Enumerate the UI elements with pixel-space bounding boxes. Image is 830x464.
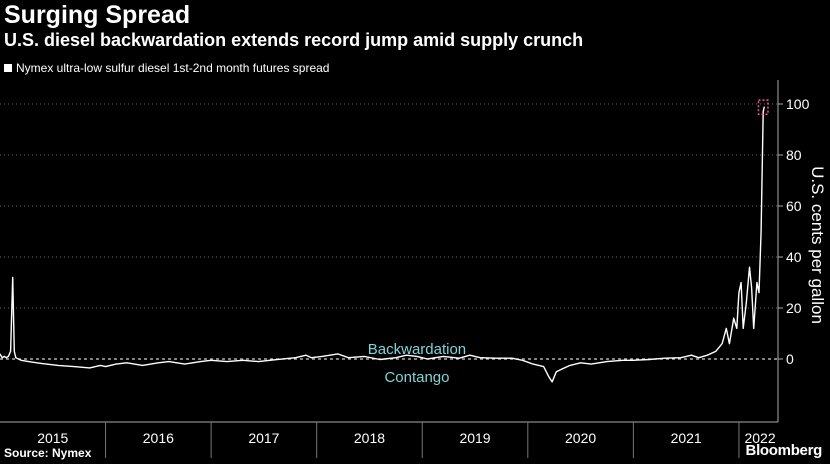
legend-label: Nymex ultra-low sulfur diesel 1st-2nd mo… (16, 61, 330, 75)
x-tick-label: 2022 (744, 430, 775, 446)
y-axis-label: U.S. cents per gallon (808, 166, 827, 324)
x-tick-label: 2015 (37, 430, 68, 446)
bloomberg-logo: Bloomberg (745, 442, 823, 459)
annotation-label: Backwardation (368, 341, 466, 358)
y-tick-label: 60 (786, 198, 802, 214)
year-separators (105, 422, 740, 458)
x-axis-ticks: 2015 2016 2017 2018 2019 2020 2021 2022 (37, 430, 776, 446)
series-line (0, 106, 765, 383)
legend-swatch (4, 64, 12, 72)
x-tick-label: 2016 (143, 430, 174, 446)
source-note: Source: Nymex (4, 446, 92, 460)
y-tick-label: 40 (786, 249, 802, 265)
x-tick-label: 2018 (354, 430, 385, 446)
y-tick-label: 100 (786, 96, 810, 112)
x-tick-label: 2020 (565, 430, 596, 446)
y-axis-ticks: 0 20 40 60 80 100 (778, 96, 810, 367)
x-tick-label: 2019 (459, 430, 490, 446)
annotation-label: Contango (384, 369, 449, 386)
legend: Nymex ultra-low sulfur diesel 1st-2nd mo… (4, 60, 329, 76)
highlight-box (757, 99, 769, 115)
annotations: Backwardation Contango (368, 341, 466, 386)
x-tick-label: 2021 (671, 430, 702, 446)
chart-subtitle: U.S. diesel backwardation extends record… (4, 30, 584, 50)
chart-title: Surging Spread (4, 1, 191, 29)
y-tick-label: 0 (786, 351, 794, 367)
grid-lines (0, 80, 779, 423)
x-tick-label: 2017 (248, 430, 279, 446)
y-tick-label: 80 (786, 147, 802, 163)
y-tick-label: 20 (786, 300, 802, 316)
